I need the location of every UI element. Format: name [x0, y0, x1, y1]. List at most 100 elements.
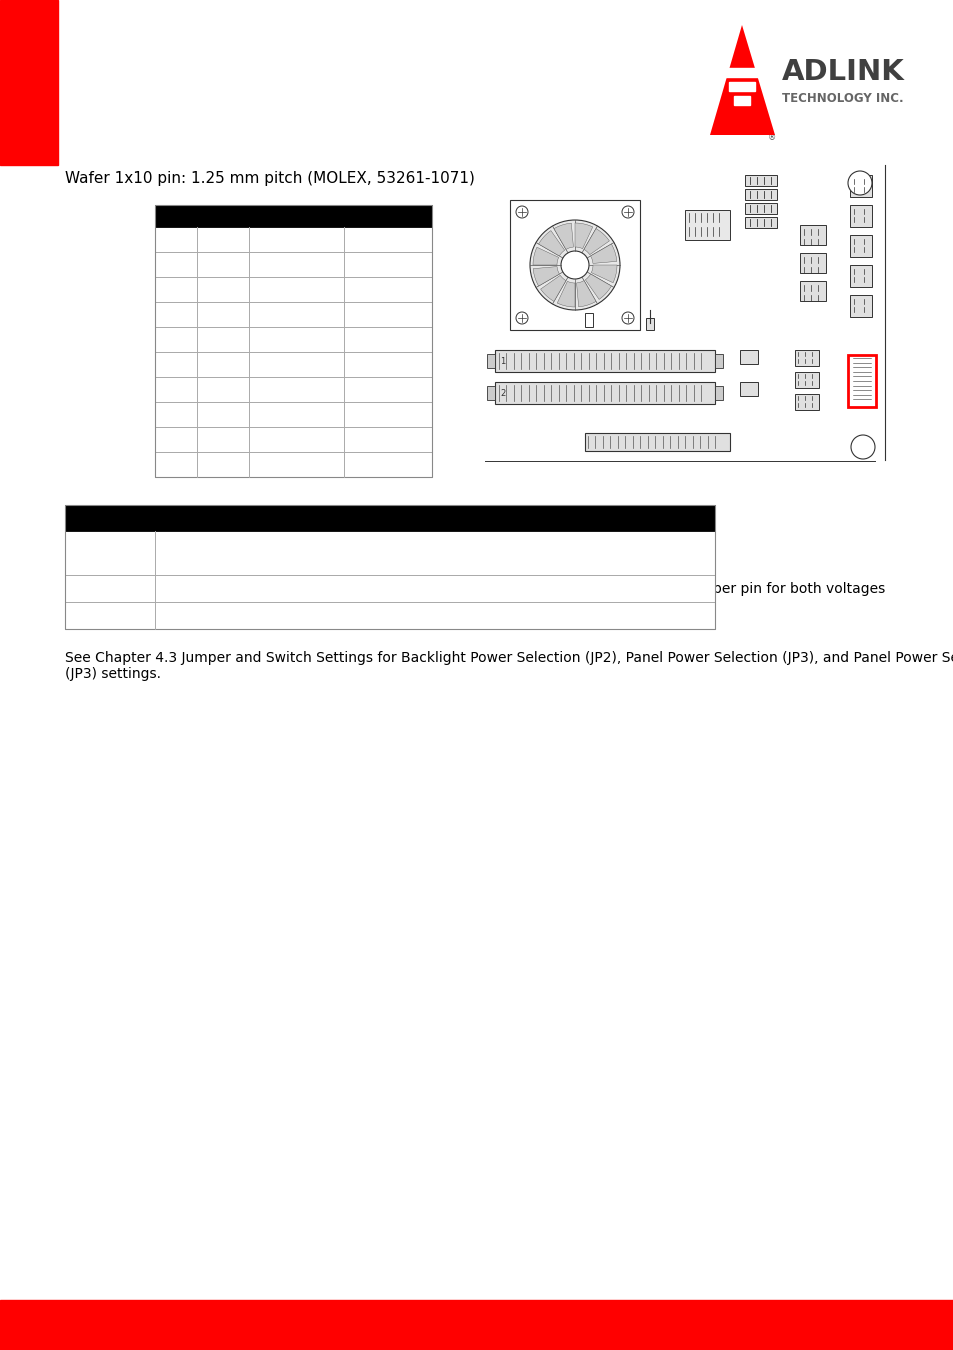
Bar: [0, 1300, 953, 1350]
Bar: [65, 531, 714, 575]
Bar: [495, 350, 714, 373]
Bar: [849, 296, 871, 317]
Text: Optional to invert this signal to active high BKLT_EN (by jumper): Optional to invert this signal to active…: [163, 554, 609, 568]
Text: BKLT_PWR: BKLT_PWR: [260, 358, 332, 371]
Bar: [154, 452, 432, 477]
Bar: [744, 189, 776, 200]
Text: GND: GND: [280, 432, 313, 447]
Text: 5: 5: [172, 332, 180, 347]
Bar: [800, 225, 825, 244]
Circle shape: [850, 435, 874, 459]
Text: PWR: PWR: [207, 258, 238, 271]
Bar: [794, 373, 818, 387]
Text: TECHNOLOGY INC.: TECHNOLOGY INC.: [781, 92, 902, 104]
Polygon shape: [538, 231, 564, 256]
Text: 3.3V level: 3.3V level: [354, 458, 422, 471]
Bar: [154, 252, 432, 277]
Bar: [740, 350, 758, 365]
Text: 10: 10: [167, 458, 185, 471]
Bar: [495, 382, 714, 404]
Bar: [800, 281, 825, 301]
Bar: [154, 377, 432, 402]
Text: ®: ®: [767, 134, 776, 143]
Text: Max. 0.5A: Max. 0.5A: [354, 358, 422, 371]
Bar: [744, 176, 776, 186]
Text: BKLT_PWR: BKLT_PWR: [260, 382, 332, 397]
Bar: [65, 505, 714, 629]
Text: Max. 0.5A: Max. 0.5A: [354, 382, 422, 397]
Bar: [849, 265, 871, 288]
Text: Max. 0.5A: Max. 0.5A: [354, 432, 422, 447]
Circle shape: [621, 312, 634, 324]
Bar: [849, 235, 871, 256]
Text: BKLT_CTL: BKLT_CTL: [73, 609, 139, 622]
Text: Backlight Power switchable by jumper either 5V (default) or 12V. Maximum 1A per : Backlight Power switchable by jumper eit…: [163, 582, 884, 595]
Polygon shape: [590, 244, 617, 263]
Polygon shape: [554, 223, 573, 250]
Text: Max. 0.5A: Max. 0.5A: [354, 258, 422, 271]
Text: PWR: PWR: [207, 382, 238, 397]
Bar: [154, 227, 432, 252]
Text: BKLT_PWR: BKLT_PWR: [73, 582, 145, 595]
Bar: [723, 68, 760, 77]
Text: PWR: PWR: [207, 282, 238, 297]
Text: Backlight control, PWM signal to implement voltage in the range 0-3.3V: Backlight control, PWM signal to impleme…: [163, 609, 660, 622]
Text: BKLT_PWR: BKLT_PWR: [260, 308, 332, 321]
Text: Max. 0.5A: Max. 0.5A: [354, 308, 422, 321]
Bar: [645, 319, 654, 329]
Circle shape: [516, 207, 527, 217]
Bar: [847, 355, 875, 406]
Circle shape: [560, 251, 588, 279]
Bar: [486, 386, 495, 400]
Bar: [584, 313, 593, 327]
Text: 3.3V level: 3.3V level: [354, 232, 422, 247]
Text: Max. 0.5A: Max. 0.5A: [354, 282, 422, 297]
Text: Max. 0.5A: Max. 0.5A: [354, 408, 422, 421]
Polygon shape: [540, 275, 565, 301]
Text: Wafer 1x10 pin: 1.25 mm pitch (MOLEX, 53261-1071): Wafer 1x10 pin: 1.25 mm pitch (MOLEX, 53…: [65, 170, 475, 185]
Circle shape: [847, 171, 871, 194]
Text: 8: 8: [172, 408, 180, 421]
Polygon shape: [583, 228, 609, 255]
Text: See Chapter 4.3 Jumper and Switch Settings for Backlight Power Selection (JP2), : See Chapter 4.3 Jumper and Switch Settin…: [65, 651, 953, 682]
Text: 2: 2: [499, 389, 505, 397]
Polygon shape: [557, 281, 575, 306]
Text: GND: GND: [280, 408, 313, 421]
Text: BKLT_EN#: BKLT_EN#: [261, 232, 332, 247]
Text: PWR: PWR: [207, 308, 238, 321]
Bar: [154, 327, 432, 352]
Bar: [65, 505, 714, 531]
Bar: [154, 352, 432, 377]
Text: 2: 2: [172, 258, 180, 271]
Text: PWR: PWR: [207, 432, 238, 447]
Text: OT: OT: [213, 458, 233, 471]
Polygon shape: [576, 281, 596, 306]
Text: PWR: PWR: [207, 332, 238, 347]
Text: Max. 0.5A: Max. 0.5A: [354, 332, 422, 347]
Polygon shape: [709, 26, 774, 135]
Text: 7: 7: [172, 382, 180, 397]
Text: ADLINK: ADLINK: [781, 58, 903, 86]
Bar: [684, 211, 729, 240]
Circle shape: [516, 312, 527, 324]
Text: 1: 1: [172, 232, 180, 247]
Bar: [794, 394, 818, 410]
Polygon shape: [533, 247, 558, 265]
Bar: [794, 350, 818, 366]
Circle shape: [530, 220, 619, 310]
Bar: [849, 176, 871, 197]
Text: 6: 6: [172, 358, 180, 371]
Bar: [849, 205, 871, 227]
Bar: [728, 82, 754, 90]
Bar: [714, 386, 722, 400]
Bar: [800, 252, 825, 273]
Polygon shape: [575, 223, 592, 248]
Bar: [744, 217, 776, 228]
Bar: [510, 200, 639, 329]
Text: BKLT_PWR: BKLT_PWR: [260, 332, 332, 347]
Bar: [154, 205, 432, 477]
Polygon shape: [533, 266, 558, 286]
Bar: [584, 433, 729, 451]
Text: 9: 9: [172, 432, 180, 447]
Bar: [744, 202, 776, 215]
